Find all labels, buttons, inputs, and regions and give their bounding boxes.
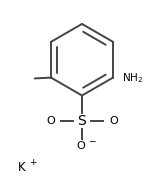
- Text: O: O: [46, 116, 55, 126]
- Text: O: O: [109, 116, 118, 126]
- Text: S: S: [78, 114, 86, 128]
- Text: −: −: [89, 137, 96, 146]
- Text: K: K: [18, 161, 26, 174]
- Text: O: O: [77, 141, 86, 151]
- Text: +: +: [29, 159, 37, 168]
- Text: NH$_2$: NH$_2$: [122, 71, 143, 85]
